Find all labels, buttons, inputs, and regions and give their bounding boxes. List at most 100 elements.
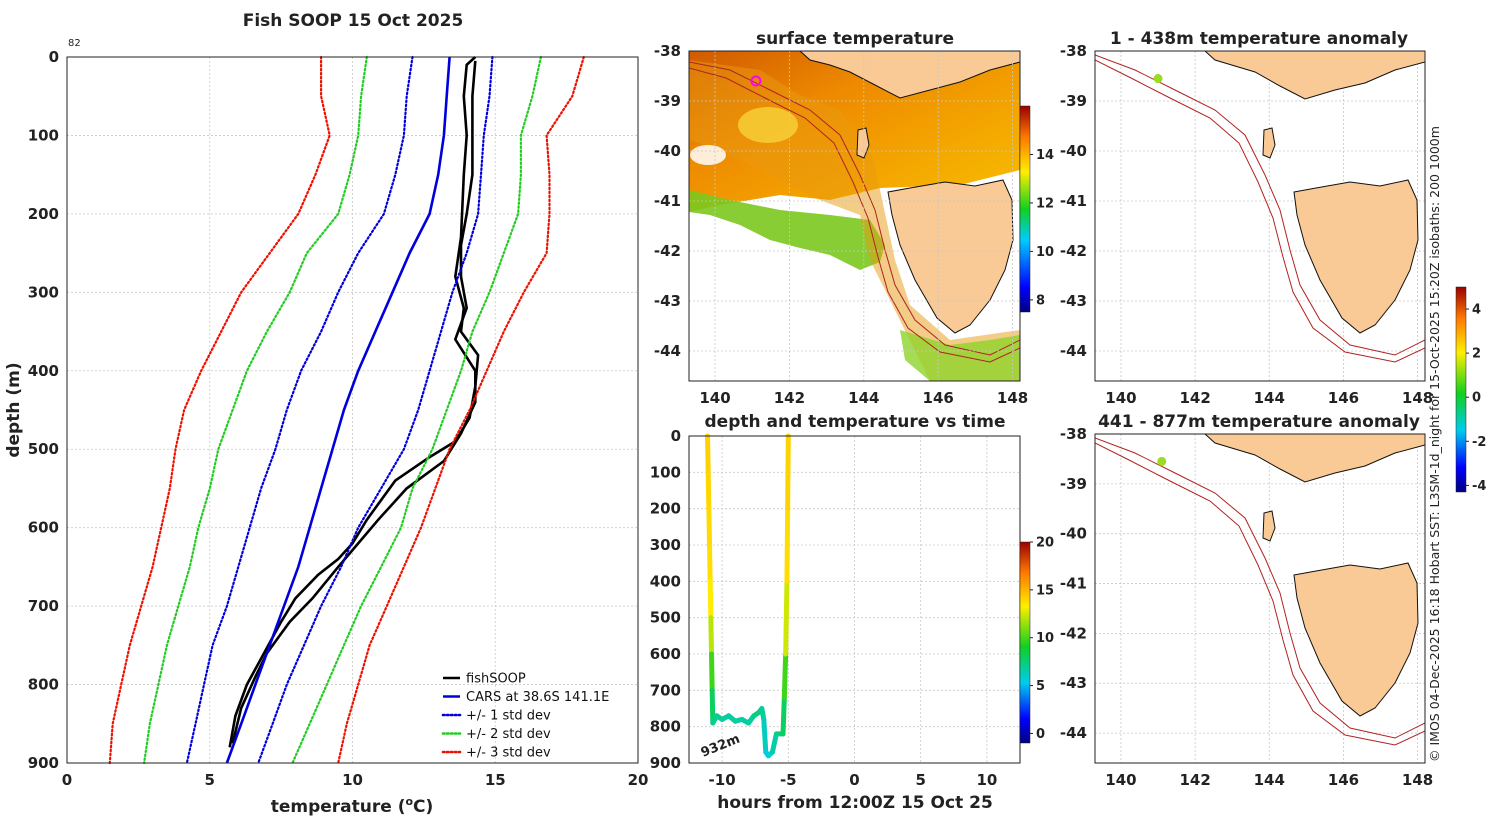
- depth-time-y-tick-label: 100: [650, 463, 681, 481]
- map-x-tick-label: 146: [923, 389, 954, 407]
- anomaly1-mainland: [1140, 51, 1425, 100]
- profile-legend: fishSOOP CARS at 38.6S 141.1E +/- 1 std de…: [441, 672, 609, 761]
- map-x-tick-label: 140: [699, 389, 730, 407]
- map-y-tick-label: -41: [654, 192, 681, 210]
- profile-y-tick-label: 0: [49, 48, 59, 66]
- colorbar-tick-label: 4: [1472, 303, 1481, 318]
- depth-time-segment: [709, 651, 715, 693]
- map-x-tick-label: 142: [1179, 771, 1210, 789]
- map-y-tick-label: -43: [654, 292, 681, 310]
- map-y-tick-label: -41: [1060, 192, 1087, 210]
- sst-cloud-gap: [690, 145, 726, 165]
- anomaly2-isobath-200: [1095, 437, 1425, 739]
- map-y-tick-label: -42: [654, 242, 681, 260]
- colorbar-tick-label: 20: [1036, 536, 1054, 551]
- colorbar-tick-label: 5: [1036, 679, 1045, 694]
- map-x-tick-label: 148: [1402, 771, 1433, 789]
- depth-time-segment: [780, 695, 787, 737]
- sst-colorbar: [1019, 105, 1031, 313]
- colorbar-tick-label: 10: [1036, 631, 1054, 646]
- map-y-tick-label: -44: [654, 342, 681, 360]
- profile-series-line: [108, 55, 331, 765]
- profile-x-label: temperature (oC): [271, 795, 434, 817]
- profile-series-line: [291, 55, 542, 765]
- profile-series-line: [185, 55, 414, 765]
- anomaly1-location-marker: [1153, 74, 1163, 83]
- legend-entry: +/- 3 std dev: [466, 746, 551, 761]
- map-y-tick-label: -42: [1060, 242, 1087, 260]
- sst-isobath-1000: [689, 67, 1020, 363]
- map-x-tick-label: 148: [1402, 389, 1433, 407]
- profile-axes-box: [66, 56, 639, 764]
- profile-y-tick-label: 100: [28, 126, 59, 144]
- anomaly1-map: [1095, 51, 1425, 381]
- profile-series-line: [231, 60, 477, 744]
- depth-time-y-tick-label: 500: [650, 609, 681, 627]
- depth-time-grid: [689, 435, 1020, 764]
- map-x-tick-label: 140: [1105, 389, 1136, 407]
- legend-entry: fishSOOP: [466, 672, 526, 687]
- map-x-tick-label: 142: [774, 389, 805, 407]
- anomaly1-panel: 1 - 438m temperature anomaly 140 142 144 14…: [1060, 29, 1433, 407]
- anomaly2-title: 441 - 877m temperature anomaly: [1098, 412, 1420, 432]
- map-y-tick-label: -44: [1060, 342, 1087, 360]
- map-y-tick-label: -44: [1060, 724, 1087, 742]
- depth-time-x-tick-label: 5: [915, 771, 925, 789]
- map-x-tick-label: 144: [848, 389, 879, 407]
- anomaly1-king-island: [1262, 127, 1276, 159]
- depth-time-y-tick-label: 700: [650, 681, 681, 699]
- depth-time-y-tick-label: 800: [650, 718, 681, 736]
- anomaly2-isobath-1000: [1095, 442, 1425, 746]
- profile-series-line: [337, 55, 585, 765]
- map-y-tick-label: -38: [1060, 42, 1087, 60]
- anomaly1-isobath-200: [1095, 54, 1425, 356]
- colorbar-tick-label: 0: [1472, 391, 1481, 406]
- map-x-tick-label: 146: [1328, 771, 1359, 789]
- profile-x-tick-label: 15: [485, 771, 506, 789]
- sst-gridlines: [689, 51, 1020, 381]
- anomaly2-mainland: [1140, 434, 1425, 483]
- map-y-tick-label: -40: [1060, 525, 1087, 543]
- depth-time-title: depth and temperature vs time: [705, 412, 1006, 432]
- profile-y-ticks: 0 100 200 300 400 500 600 700 800 900: [28, 48, 59, 772]
- anomaly2-axes-box: [1094, 433, 1426, 764]
- sst-map: [689, 51, 1020, 381]
- profile-y-tick-label: 700: [28, 597, 59, 615]
- map-x-tick-label: 146: [1328, 389, 1359, 407]
- side-caption: © IMOS 04-Dec-2025 16:18 Hobart SST: L3S…: [1427, 126, 1442, 762]
- profile-corner-label: 82: [68, 38, 81, 49]
- depth-time-x-ticks: -10 -5 0 5 10: [709, 771, 998, 789]
- depth-time-track: [705, 433, 791, 759]
- sst-y-ticks: -38 -39 -40 -41 -42 -43 -44: [654, 42, 681, 360]
- sst-x-ticks: 140 142 144 146 148: [699, 389, 1028, 407]
- anomaly2-map: [1095, 434, 1425, 763]
- sst-isobath-200: [689, 61, 1020, 356]
- map-y-tick-label: -43: [1060, 292, 1087, 310]
- map-y-tick-label: -40: [654, 142, 681, 160]
- legend-entry: CARS at 38.6S 141.1E: [466, 690, 609, 705]
- depth-time-y-tick-label: 600: [650, 645, 681, 663]
- anomaly2-king-island: [1262, 510, 1276, 542]
- depth-time-segment: [705, 433, 711, 475]
- profile-y-tick-label: 800: [28, 676, 59, 694]
- profile-series-line: [225, 56, 451, 764]
- map-x-tick-label: 144: [1254, 389, 1285, 407]
- depth-time-segment: [769, 731, 779, 755]
- legend-entry: +/- 2 std dev: [466, 727, 551, 742]
- anomaly1-isobath-1000: [1095, 59, 1425, 363]
- profile-y-label: depth (m): [4, 362, 24, 457]
- depth-time-segment: [708, 615, 715, 657]
- colorbar-tick-label: 0: [1036, 727, 1045, 742]
- depth-time-segment: [707, 542, 713, 584]
- depth-time-segment: [705, 469, 712, 512]
- sst-location-marker: [750, 75, 762, 87]
- colorbar-tick-label: -2: [1472, 435, 1486, 450]
- profile-y-tick-label: 200: [28, 205, 59, 223]
- anomaly1-tasmania: [1293, 179, 1419, 334]
- profile-y-tick-label: 600: [28, 519, 59, 537]
- anomaly-colorbar: [1455, 286, 1467, 493]
- depth-time-x-label: hours from 12:00Z 15 Oct 25: [717, 793, 993, 813]
- profile-y-tick-label: 400: [28, 362, 59, 380]
- depth-time-segment: [761, 716, 769, 755]
